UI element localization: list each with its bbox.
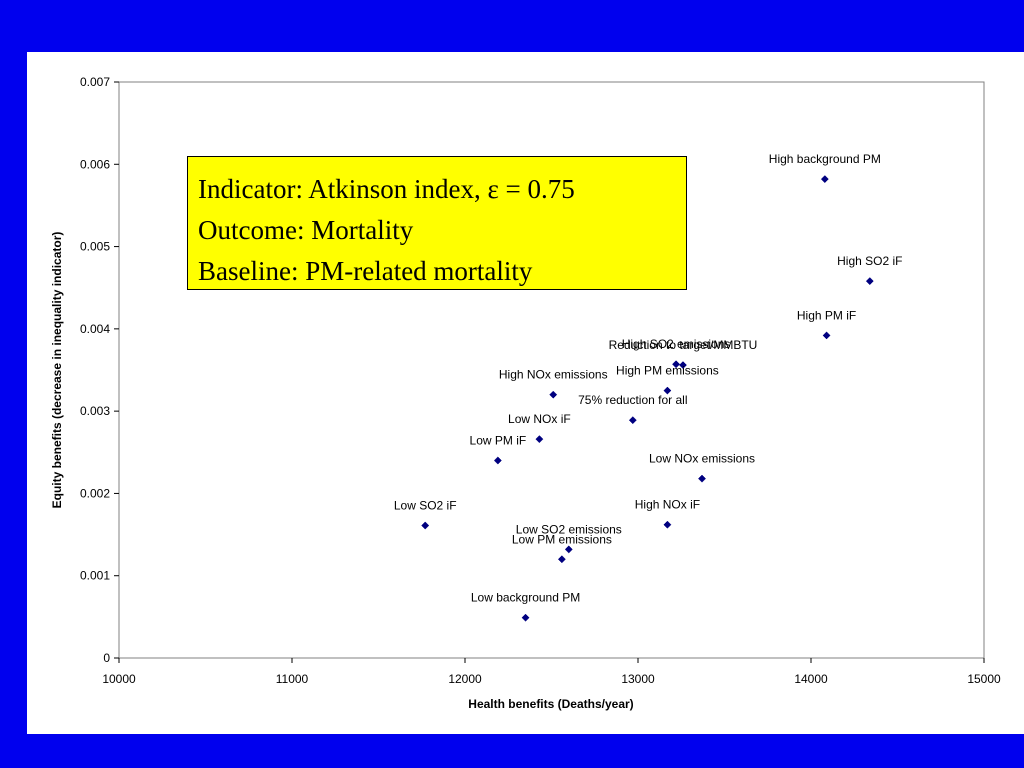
data-point [421,521,430,530]
point-labels: High background PM High SO2 iF High PM iF H… [394,152,903,605]
point-label: Reduction to target/MMBTU [609,338,758,352]
point-label: High NOx emissions [499,368,608,382]
data-point [663,386,672,395]
data-point [521,613,530,622]
y-tick-label: 0 [103,651,110,665]
point-label: High NOx iF [635,498,700,512]
x-tick-label: 11000 [276,672,309,686]
point-label: Low PM iF [470,434,527,448]
data-point [549,390,558,399]
x-tick-label: 13000 [621,672,655,686]
y-tick-label: 0.006 [80,157,110,171]
point-label: 75% reduction for all [578,393,687,407]
point-label: Low PM emissions [512,532,612,546]
data-point [672,360,681,369]
x-tick-label: 14000 [794,672,828,686]
x-tick-label: 10000 [102,672,136,686]
scatter-chart: 10000 11000 12000 13000 14000 15000 0 0.001 0.00… [50,75,1001,711]
info-indicator: Indicator: Atkinson index, ε = 0.75 [198,174,575,204]
data-point [820,175,829,184]
y-tick-label: 0.005 [80,240,110,254]
x-tick-label: 12000 [448,672,482,686]
info-baseline: Baseline: PM-related mortality [198,256,533,286]
y-tick-label: 0.002 [80,486,110,500]
y-tick-label: 0.004 [80,322,110,336]
data-point [865,277,874,286]
data-points [421,175,874,622]
info-outcome: Outcome: Mortality [198,215,414,245]
data-point [822,331,831,340]
point-label: High SO2 iF [837,254,902,268]
y-tick-label: 0.007 [80,75,110,89]
y-tick-label: 0.001 [80,569,110,583]
point-label: Low SO2 iF [394,499,457,513]
point-label: High background PM [769,152,881,166]
point-label: Low SO2 emissions [516,522,622,536]
x-tick-label: 15000 [967,672,1001,686]
data-point [698,474,706,483]
data-point [679,361,687,370]
data-point [535,435,544,444]
data-point [564,545,573,554]
info-box: Indicator: Atkinson index, ε = 0.75 Outc… [187,156,687,290]
point-label: High PM iF [797,308,856,322]
point-label: Low NOx emissions [649,452,755,466]
slide: 10000 11000 12000 13000 14000 15000 0 0.001 0.00… [27,52,1024,734]
data-point [557,555,566,564]
point-label: Low background PM [471,591,580,605]
point-label: High SO2 emissions [622,337,731,351]
y-tick-label: 0.003 [80,404,110,418]
y-axis-title: Equity benefits (decrease in inequality … [50,232,64,509]
data-point [628,416,637,425]
data-point [663,520,672,529]
data-point [493,456,502,465]
x-axis-title: Health benefits (Deaths/year) [468,697,633,711]
point-label: High PM emissions [616,364,719,378]
axis-ticks: 10000 11000 12000 13000 14000 15000 0 0.001 0.00… [80,75,1001,686]
point-label: Low NOx iF [508,412,571,426]
